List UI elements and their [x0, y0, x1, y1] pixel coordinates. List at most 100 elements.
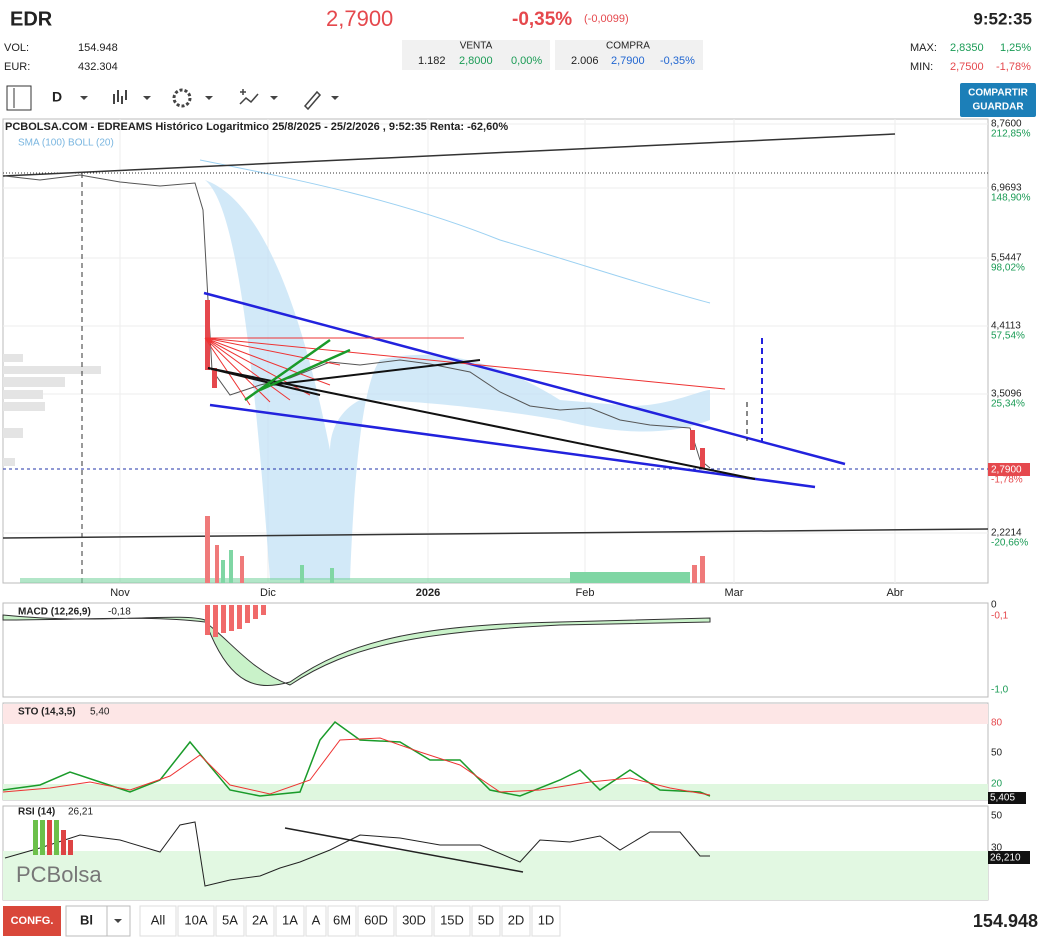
pct-label: 212,85% — [991, 129, 1031, 140]
trend-line — [207, 367, 321, 396]
price-label: 5,5447 — [991, 253, 1022, 264]
candles — [205, 300, 705, 468]
compra-label: COMPRA — [606, 41, 650, 52]
channel-line — [203, 291, 846, 466]
ticker: EDR — [10, 8, 53, 30]
sto-d — [2, 737, 711, 796]
draw-icon[interactable] — [303, 90, 322, 111]
venta-qty: 1.182 — [418, 55, 446, 67]
macd-area — [2, 614, 711, 687]
x-label: Abr — [886, 587, 903, 599]
green-lines — [244, 338, 351, 402]
min: 2,7500 — [950, 61, 984, 73]
range-label: A — [312, 912, 321, 927]
sto-label: STO (14,3,5) — [18, 707, 76, 718]
mode: Bl — [80, 912, 93, 927]
trend-line — [2, 133, 896, 177]
period[interactable]: D — [52, 89, 62, 105]
trend-line — [207, 367, 756, 480]
candle-icon[interactable] — [113, 90, 127, 104]
panel-toggle[interactable] — [6, 85, 32, 111]
range-label: 10A — [184, 912, 207, 927]
grid — [3, 119, 988, 583]
range-button[interactable] — [357, 905, 395, 937]
rsi-value: 26,21 — [68, 807, 93, 818]
min-label: MIN: — [910, 61, 933, 73]
sto-value: 5,40 — [90, 707, 110, 718]
range-label: 1A — [282, 912, 298, 927]
pct-label: 25,34% — [991, 399, 1025, 410]
current-price: 2,7900 — [991, 465, 1022, 476]
max-label: MAX: — [910, 42, 937, 54]
range-button[interactable] — [215, 905, 245, 937]
range-button[interactable] — [327, 905, 357, 937]
mode-select[interactable] — [65, 905, 131, 937]
max-pct: 1,25% — [1000, 42, 1031, 54]
range-label: 60D — [364, 912, 388, 927]
rsi-axis: 30 — [991, 843, 1003, 854]
macd-axis: -1,0 — [991, 685, 1009, 696]
change-abs: (-0,0099) — [584, 13, 629, 25]
sto-axis: 80 — [991, 718, 1003, 729]
sto-axis: 20 — [991, 779, 1003, 790]
range-button[interactable] — [275, 905, 305, 937]
venta-pct: 0,00% — [511, 55, 542, 67]
change: -0,35% — [512, 9, 572, 30]
pct-label: 148,90% — [991, 193, 1031, 204]
price-label: 3,5096 — [991, 389, 1022, 400]
settings-icon[interactable] — [172, 88, 192, 108]
share-button[interactable] — [960, 83, 1036, 117]
x-label: Feb — [576, 587, 595, 599]
range-label: 6M — [333, 912, 351, 927]
range-label: 5D — [478, 912, 495, 927]
price-label: 2,2214 — [991, 528, 1022, 539]
range-button[interactable] — [433, 905, 471, 937]
range-button[interactable] — [395, 905, 433, 937]
x-label: 2026 — [416, 587, 440, 599]
config-label: CONFG. — [11, 915, 54, 927]
min-pct: -1,78% — [996, 61, 1031, 73]
venta-price: 2,8000 — [459, 55, 493, 67]
volume-total: 154.948 — [973, 911, 1038, 931]
range-button[interactable] — [245, 905, 275, 937]
range-button[interactable] — [471, 905, 501, 937]
trend-line — [269, 359, 481, 386]
oversold-zone — [3, 784, 988, 800]
price: 2,7900 — [326, 6, 393, 31]
config-button[interactable] — [3, 906, 61, 936]
fan-line — [204, 337, 726, 390]
x-label: Mar — [725, 587, 744, 599]
channel-line — [209, 403, 816, 489]
range-button[interactable] — [177, 905, 215, 937]
range-label: 5A — [222, 912, 238, 927]
pct-label: 98,02% — [991, 263, 1025, 274]
compra-qty: 2.006 — [571, 55, 599, 67]
range-button[interactable] — [501, 905, 531, 937]
price-label: 8,7600 — [991, 119, 1022, 130]
logo-bars — [33, 820, 73, 855]
venta-box — [402, 40, 550, 70]
volume-profile — [3, 354, 101, 466]
dropdown-arrow — [114, 919, 122, 923]
range-button[interactable] — [139, 905, 177, 937]
volume-bar — [700, 556, 705, 583]
save-label: GUARDAR — [972, 102, 1024, 113]
chart-title: PCBOLSA.COM - EDREAMS Histórico Logaritm… — [5, 121, 508, 133]
indicator-icon[interactable] — [239, 89, 259, 105]
macd-histogram — [205, 605, 266, 637]
range-button[interactable] — [531, 905, 561, 937]
range-button[interactable] — [305, 905, 327, 937]
compra-box — [555, 40, 703, 70]
x-label: Nov — [110, 587, 130, 599]
range-label: 2D — [508, 912, 525, 927]
x-label: Dic — [260, 587, 276, 599]
compra-pct: -0,35% — [660, 55, 695, 67]
dropdown-arrows[interactable] — [80, 96, 339, 100]
macd-axis: 0 — [991, 600, 997, 611]
rsi-current-box — [988, 851, 1030, 864]
eur-label: EUR: — [4, 61, 30, 73]
rsi-line — [4, 821, 710, 887]
range-buttons: All 10A 5A 2A 1A A 6M 60D 30D 15D 5D 2D 1D — [139, 905, 561, 937]
